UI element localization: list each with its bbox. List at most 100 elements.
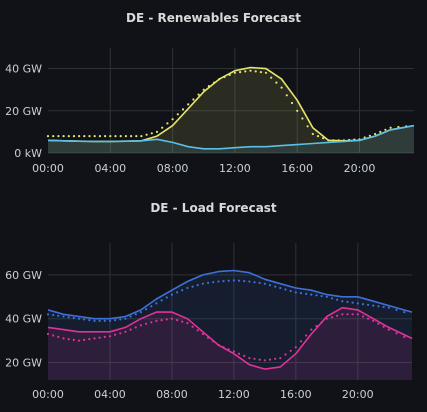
series-point: [228, 73, 231, 76]
series-point: [213, 81, 216, 84]
series-point: [274, 285, 277, 288]
series-point: [325, 317, 328, 320]
series-point: [337, 139, 340, 142]
series-point: [129, 328, 132, 331]
series-point: [320, 295, 323, 298]
series-point: [346, 300, 349, 303]
series-point: [155, 130, 159, 133]
series-point: [379, 130, 382, 133]
series-point: [165, 296, 168, 299]
series-line: [47, 124, 415, 150]
series-point: [233, 71, 236, 74]
series-point: [248, 357, 251, 360]
series-point: [57, 314, 60, 317]
series-point: [181, 289, 184, 292]
series-point: [232, 279, 235, 282]
series-point: [98, 336, 101, 339]
series-point: [67, 338, 70, 341]
series-point: [67, 135, 70, 138]
series-point: [244, 70, 247, 73]
series-point: [171, 118, 174, 121]
series-point: [346, 313, 349, 316]
series-point: [78, 135, 81, 138]
series-point: [103, 319, 106, 322]
series-point: [155, 302, 158, 305]
series-point: [284, 353, 287, 356]
series-point: [145, 133, 148, 136]
series-point: [374, 132, 377, 136]
series-point: [170, 317, 173, 320]
series-point: [166, 122, 169, 125]
series-point: [294, 346, 297, 349]
series-point: [351, 301, 354, 304]
series-point: [310, 328, 313, 331]
series-point: [88, 338, 91, 341]
series-point: [382, 325, 385, 328]
series-point: [196, 284, 199, 287]
series-point: [290, 101, 294, 105]
series-point: [134, 313, 137, 316]
series-point: [239, 71, 242, 74]
series-point: [377, 322, 380, 325]
series-point: [197, 93, 200, 96]
series-point: [330, 297, 334, 300]
x-tick-label: 12:00: [218, 388, 250, 401]
series-point: [367, 317, 370, 320]
series-point: [389, 126, 392, 129]
series-point: [145, 322, 148, 325]
series-point: [150, 321, 153, 324]
series-point: [232, 350, 235, 353]
series-point: [150, 132, 153, 135]
series-point: [305, 292, 308, 295]
series-point: [223, 75, 226, 79]
series-point: [351, 313, 354, 316]
series-point: [258, 358, 261, 361]
series-point: [170, 293, 173, 296]
series-point: [384, 128, 387, 131]
series-point: [93, 135, 96, 138]
series-point: [114, 333, 117, 336]
series-point: [289, 349, 292, 352]
series-point: [207, 336, 210, 339]
series-point: [108, 335, 112, 338]
series-point: [254, 70, 257, 73]
series-point: [227, 279, 230, 282]
x-tick-label: 00:00: [32, 162, 64, 175]
series-point: [176, 113, 179, 116]
series-point: [201, 282, 204, 285]
series-point: [202, 88, 205, 91]
series-point: [270, 76, 273, 79]
series-point: [191, 325, 194, 328]
series-point: [83, 318, 86, 321]
series-point: [218, 78, 221, 81]
series-point: [139, 311, 142, 314]
series-point: [57, 335, 60, 338]
series-point: [72, 338, 75, 341]
x-tick-label: 04:00: [94, 388, 126, 401]
series-point: [361, 303, 365, 306]
series-point: [72, 316, 75, 320]
x-tick-label: 16:00: [281, 162, 313, 175]
x-tick-label: 04:00: [94, 162, 126, 175]
series-point: [268, 284, 272, 287]
series-point: [315, 324, 318, 328]
series-point: [377, 305, 380, 308]
series-point: [46, 135, 50, 138]
series-point: [341, 313, 344, 316]
series-point: [201, 332, 204, 336]
series-point: [217, 280, 220, 283]
chart-title: DE - Load Forecast: [150, 201, 277, 215]
series-point: [135, 135, 138, 138]
series-point: [356, 302, 359, 305]
series-point: [367, 303, 370, 306]
series-point: [243, 280, 246, 283]
y-tick-label: 20 GW: [5, 356, 42, 369]
series-point: [114, 319, 117, 322]
series-point: [361, 315, 365, 318]
series-point: [336, 314, 339, 317]
x-tick-label: 16:00: [280, 388, 312, 401]
series-line: [47, 306, 413, 370]
series-point: [62, 315, 65, 318]
y-tick-label: 40 GW: [5, 313, 42, 326]
